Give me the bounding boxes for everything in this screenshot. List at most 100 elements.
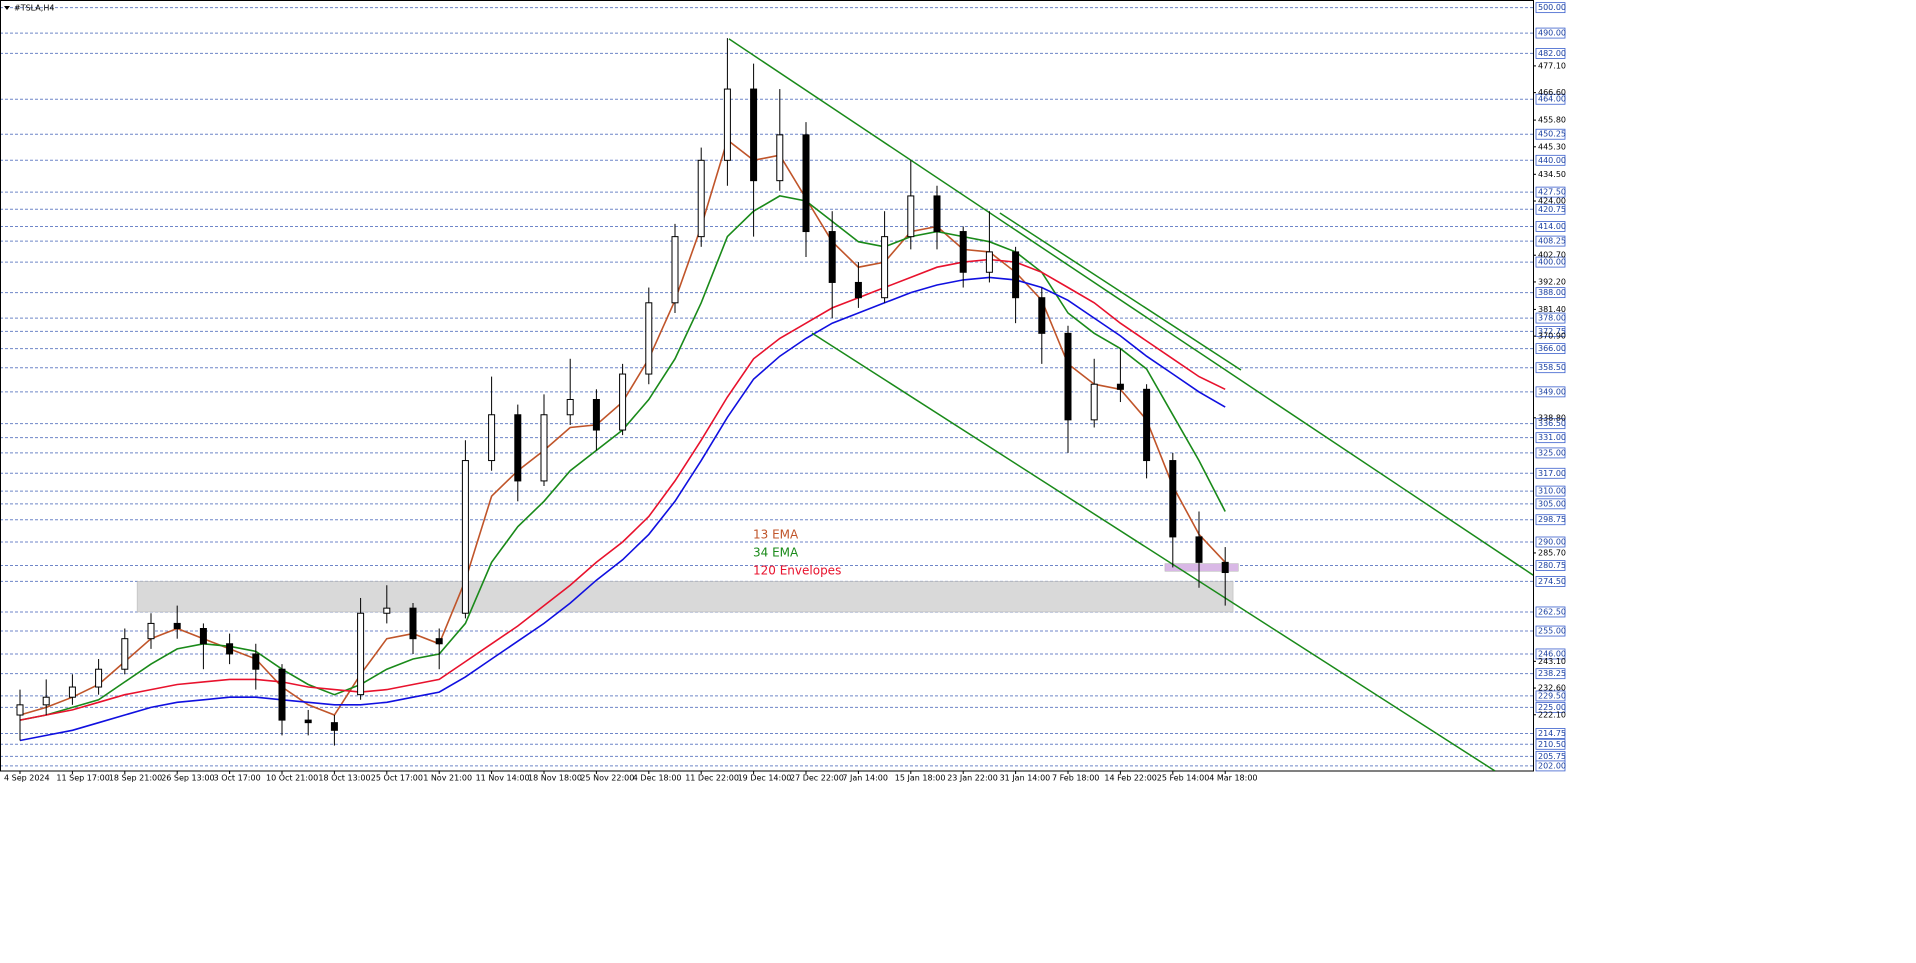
- legend-entry: 13 EMA: [753, 528, 799, 542]
- level-box: [1535, 154, 1566, 166]
- level-label: 358.50: [1538, 363, 1566, 372]
- trendline: [811, 332, 1496, 771]
- candle-body: [1143, 388, 1151, 462]
- level-box: [1535, 312, 1566, 324]
- level-box: [1535, 343, 1566, 355]
- x-tick-label: 26 Sep 13:00: [161, 774, 214, 783]
- x-tick-label: 11 Nov 14:00: [476, 774, 530, 783]
- candle-body: [95, 668, 103, 688]
- level-label: 280.75: [1538, 561, 1566, 570]
- level-label: 238.25: [1538, 669, 1566, 678]
- candle-body: [540, 414, 548, 482]
- level-box: [1535, 447, 1566, 459]
- level-label: 450.25: [1538, 130, 1566, 139]
- level-label: 210.50: [1538, 740, 1566, 749]
- level-label: 500.00: [1538, 3, 1566, 12]
- level-label: 305.00: [1538, 499, 1566, 508]
- x-tick-label: 15 Jan 18:00: [895, 774, 946, 783]
- candle-body: [1090, 383, 1098, 421]
- chart-title: #TSLA,H4: [14, 4, 54, 13]
- level-box: [1535, 701, 1566, 713]
- candle-body: [226, 643, 234, 655]
- y-tick-label: 402.70: [1538, 251, 1566, 260]
- axis: 500.00 490.00 482.00 464.00 450.25 440.00 427.…: [4, 2, 1566, 783]
- level-box: [1535, 560, 1566, 571]
- y-tick-label: 445.30: [1538, 142, 1566, 151]
- trendline: [728, 38, 1533, 576]
- level-box: [1535, 93, 1566, 105]
- x-tick-label: 18 Nov 18:00: [528, 774, 582, 783]
- candle-body: [16, 704, 24, 716]
- x-tick-label: 25 Nov 22:00: [580, 774, 634, 783]
- candle-body: [330, 722, 338, 731]
- candle-body: [121, 638, 129, 670]
- indicator-line: [19, 258, 1226, 721]
- x-tick-label: 1 Nov 21:00: [423, 774, 472, 783]
- x-tick-label: 18 Sep 21:00: [109, 774, 162, 783]
- x-tick-label: 14 Feb 22:00: [1104, 774, 1156, 783]
- zone: [136, 581, 1234, 613]
- candle-body: [278, 668, 286, 721]
- level-label: 400.00: [1538, 258, 1566, 267]
- candle-body: [435, 638, 443, 645]
- x-tick-label: 11 Dec 22:00: [685, 774, 739, 783]
- x-tick-label: 23 Jan 22:00: [947, 774, 998, 783]
- x-tick-label: 31 Jan 14:00: [1000, 774, 1051, 783]
- y-tick-label: 243.10: [1538, 657, 1566, 666]
- level-label: 440.00: [1538, 156, 1566, 165]
- level-label: 310.00: [1538, 487, 1566, 496]
- candle-body: [357, 612, 365, 696]
- y-tick-label: 466.60: [1538, 88, 1566, 97]
- x-tick-label: 4 Mar 18:00: [1209, 774, 1257, 783]
- x-tick-label: 3 Oct 17:00: [214, 774, 261, 783]
- level-box: [1535, 648, 1566, 660]
- x-tick-label: 4 Dec 18:00: [633, 774, 682, 783]
- candles: [16, 38, 1229, 746]
- x-tick-label: 7 Jan 14:00: [842, 774, 888, 783]
- level-label: 255.00: [1538, 627, 1566, 636]
- y-tick-label: 455.80: [1538, 116, 1566, 125]
- candle-body: [566, 398, 574, 416]
- candle-body: [671, 236, 679, 304]
- level-box: [1535, 485, 1566, 497]
- level-label: 349.00: [1538, 387, 1566, 396]
- x-tick-label: 7 Feb 18:00: [1052, 774, 1099, 783]
- level-label: 229.50: [1538, 691, 1566, 700]
- y-tick-label: 285.70: [1538, 548, 1566, 557]
- level-box: [1535, 362, 1566, 374]
- candle-body: [173, 622, 181, 630]
- level-box: [1535, 256, 1566, 268]
- candle-body: [723, 88, 731, 161]
- candle-body: [1116, 383, 1124, 390]
- level-label: 274.50: [1538, 577, 1566, 586]
- level-label: 490.00: [1538, 29, 1566, 38]
- candle-body: [619, 373, 627, 431]
- level-box: [1535, 536, 1566, 548]
- candle-body: [1064, 332, 1072, 421]
- candle-body: [802, 134, 810, 233]
- level-label: 202.00: [1538, 761, 1566, 770]
- x-tick-label: 18 Oct 13:00: [318, 774, 370, 783]
- level-box: [1535, 760, 1566, 772]
- level-box: [1535, 2, 1566, 14]
- candle-body: [907, 195, 915, 238]
- level-label: 388.00: [1538, 288, 1566, 297]
- candle-body: [1012, 251, 1020, 299]
- candle-body: [68, 686, 76, 698]
- level-label: 372.75: [1538, 327, 1566, 336]
- x-tick-label: 4 Sep 2024: [4, 774, 50, 783]
- level-box: [1535, 514, 1566, 526]
- candle-body: [776, 134, 784, 182]
- level-box: [1535, 668, 1566, 680]
- symbol-icon: [4, 6, 10, 10]
- zones: [136, 563, 1239, 613]
- level-label: 482.00: [1538, 49, 1566, 58]
- level-box: [1535, 576, 1566, 587]
- y-tick-label: 381.40: [1538, 305, 1566, 314]
- level-box: [1535, 128, 1566, 140]
- candle-body: [383, 607, 391, 614]
- candle-body: [409, 607, 417, 640]
- candle-body: [881, 236, 889, 299]
- level-label: 214.75: [1538, 729, 1566, 738]
- trendline: [999, 212, 1242, 371]
